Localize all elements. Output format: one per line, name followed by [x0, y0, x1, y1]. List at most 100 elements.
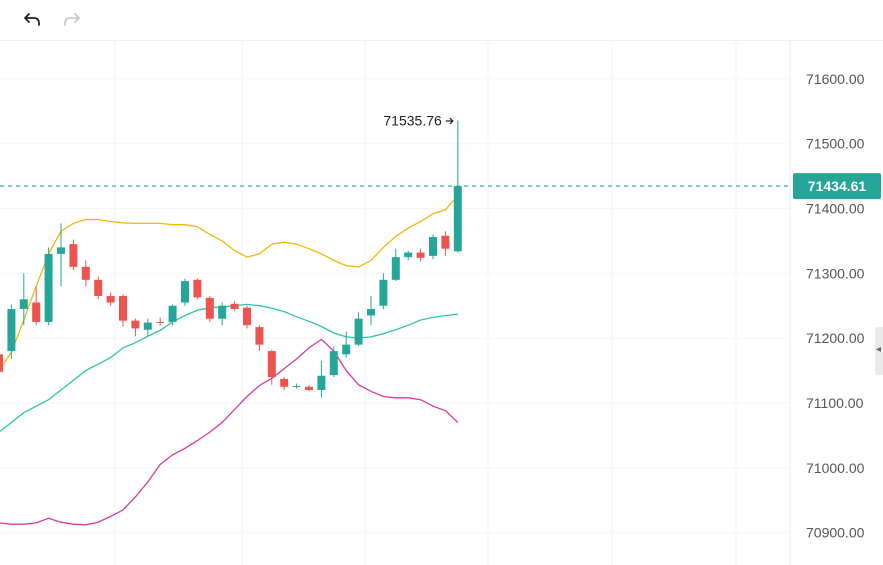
candle	[218, 302, 227, 326]
undo-button[interactable]	[18, 6, 46, 34]
candle	[57, 223, 65, 287]
candle-body	[230, 303, 239, 309]
candle-body	[81, 266, 90, 280]
candle	[143, 318, 152, 337]
candle	[181, 278, 189, 306]
candle-body	[379, 279, 388, 306]
candle-body	[255, 327, 264, 345]
candle-body	[441, 235, 450, 249]
candle	[354, 312, 363, 346]
candle	[429, 234, 437, 260]
candle	[32, 286, 41, 326]
price-tick-label: 71600.00	[806, 71, 865, 87]
side-panel-handle[interactable]: ◂	[875, 327, 883, 375]
candle	[416, 248, 425, 262]
candle-body	[453, 186, 462, 252]
price-tick-label: 71400.00	[806, 201, 865, 217]
candle-body	[404, 252, 413, 258]
candle-body	[193, 279, 202, 298]
candle	[230, 301, 239, 311]
candle-body	[106, 296, 115, 303]
price-markers: 71535.76	[0, 113, 790, 187]
toolbar	[0, 0, 883, 41]
middle-band-line	[0, 303, 458, 433]
candle-body	[354, 318, 363, 345]
candle-body	[429, 237, 437, 256]
undo-arrow-icon	[24, 13, 40, 26]
candle-body	[367, 308, 375, 316]
chart-grid	[0, 40, 790, 565]
candle	[156, 317, 165, 326]
candle	[131, 318, 140, 337]
candle	[81, 260, 90, 287]
candle	[193, 278, 202, 300]
bollinger-bands	[0, 195, 459, 526]
candle	[342, 331, 351, 358]
candle-body	[218, 305, 227, 319]
candle-body	[416, 252, 425, 258]
candle	[404, 250, 413, 261]
candle	[205, 296, 214, 322]
price-tick-label: 71100.00	[806, 395, 864, 411]
candle	[243, 305, 251, 329]
candles	[0, 120, 462, 398]
candle-body	[143, 322, 152, 330]
candle-body	[205, 297, 214, 319]
candle	[69, 239, 78, 271]
candle	[44, 247, 53, 326]
candle-body	[32, 302, 41, 322]
candle-body	[94, 279, 103, 297]
candle	[329, 346, 338, 378]
price-tick-label: 71200.00	[806, 330, 865, 346]
candle	[267, 349, 276, 385]
last-price-badge	[793, 173, 881, 200]
candle	[106, 292, 115, 306]
candle	[317, 360, 326, 398]
candle-body	[317, 375, 326, 390]
candle-body	[156, 321, 165, 323]
candle	[94, 276, 103, 300]
candle-body	[69, 244, 78, 267]
last-price-label: 71434.61	[808, 178, 867, 194]
candle-body	[168, 305, 177, 322]
candle	[441, 231, 450, 256]
lower-band-line	[0, 338, 459, 526]
candle-body	[19, 299, 28, 309]
price-tick-label: 71300.00	[806, 265, 865, 281]
redo-button[interactable]	[58, 6, 86, 34]
chevron-left-icon: ◂	[876, 344, 882, 355]
candle-body	[44, 253, 53, 322]
candle	[367, 296, 375, 326]
candle-body	[292, 386, 301, 388]
candle-body	[305, 386, 313, 390]
price-tick-label: 71000.00	[806, 460, 865, 476]
price-tick-label: 70900.00	[806, 525, 865, 541]
candle-body	[391, 257, 400, 280]
candle	[168, 304, 177, 326]
price-axis[interactable]: 71600.00 71500.00 71400.00 71300.00 71200.00…	[789, 40, 881, 565]
candle	[7, 304, 16, 359]
candle-body	[329, 351, 338, 376]
candle-body	[57, 247, 65, 254]
candle-body	[342, 344, 351, 355]
candle	[280, 377, 289, 390]
candle	[19, 273, 28, 326]
candle	[0, 354, 3, 372]
candle-body	[280, 378, 289, 387]
high-price-label: 71535.76	[383, 113, 442, 129]
candle	[379, 273, 388, 309]
upper-band-line	[0, 195, 459, 371]
candle-body	[243, 307, 251, 326]
candle-body	[119, 296, 127, 321]
candle-body	[131, 320, 140, 329]
candle	[292, 383, 301, 389]
candle-body	[267, 351, 276, 378]
candle	[255, 325, 264, 352]
candle-body	[0, 354, 3, 372]
candle-body	[181, 281, 189, 303]
arrow-right-icon	[445, 117, 454, 125]
candle-body	[7, 308, 16, 352]
candle	[305, 384, 313, 392]
candle	[119, 294, 127, 327]
